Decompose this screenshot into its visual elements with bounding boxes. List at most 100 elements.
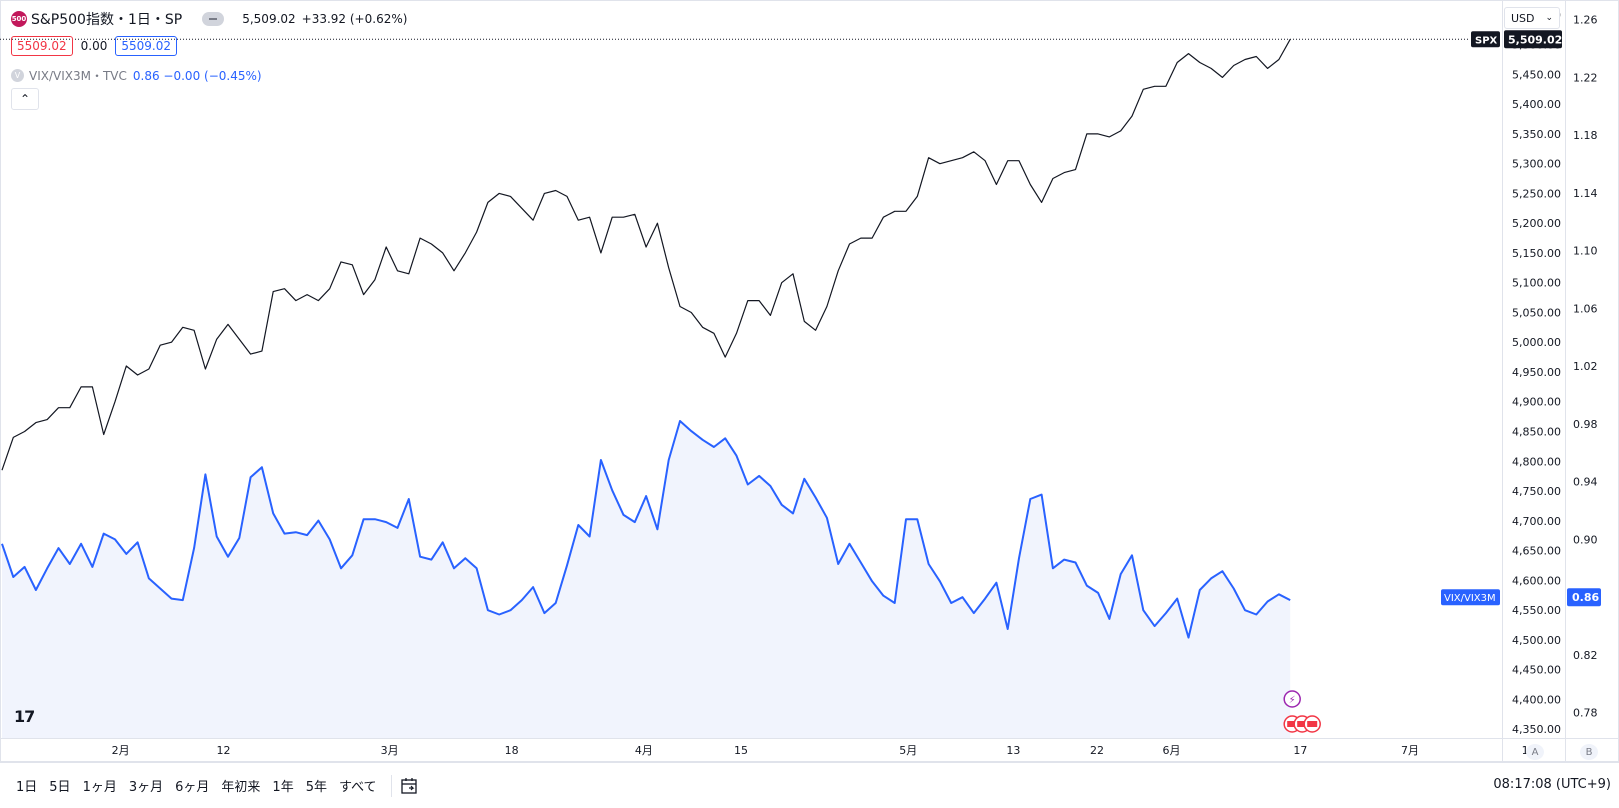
- price-tick-label: 4,800.00: [1512, 455, 1561, 468]
- ratio-tick-label: 0.98: [1573, 418, 1598, 431]
- price-tick-label: 5,200.00: [1512, 217, 1561, 230]
- ratio-tick-label: 1.18: [1573, 129, 1598, 142]
- price-tick-label: 5,150.00: [1512, 247, 1561, 260]
- range-5d[interactable]: 5日: [49, 780, 71, 795]
- spx-tag-label: SPX: [1475, 35, 1498, 46]
- toolbar-divider: [390, 774, 392, 797]
- price-tick-label: 5,300.00: [1512, 158, 1561, 171]
- spx-line: [1, 39, 1291, 471]
- price-tick-label: 4,600.00: [1512, 574, 1561, 587]
- symbol-title[interactable]: S&P500指数・1日・SP: [31, 12, 183, 28]
- auto-scale-button[interactable]: A: [1526, 744, 1544, 760]
- time-tick-label: 3月: [381, 744, 399, 757]
- us-flag-stripe: [1307, 721, 1318, 727]
- range-1m[interactable]: 1ヶ月: [82, 780, 117, 795]
- time-tick-label: 17: [1293, 744, 1307, 757]
- us-flag-stripe: [1297, 721, 1308, 727]
- bid-price[interactable]: 5509.02: [11, 36, 73, 56]
- range-1y[interactable]: 1年: [272, 780, 294, 795]
- range-1d[interactable]: 1日: [16, 780, 38, 795]
- price-tick-label: 4,550.00: [1512, 604, 1561, 617]
- currency-label: USD: [1511, 11, 1535, 25]
- vix-value: 0.86 −0.00 (−0.45%): [132, 68, 262, 83]
- price-tick-label: 4,500.00: [1512, 634, 1561, 647]
- ratio-tick-label: 1.22: [1573, 71, 1598, 84]
- last-price: 5,509.02: [242, 12, 296, 26]
- price-tick-label: 5,450.00: [1512, 68, 1561, 81]
- bottom-toolbar: 1日 5日 1ヶ月 3ヶ月 6ヶ月 年初来 1年 5年 すべて 08:17:08…: [0, 762, 1619, 808]
- ask-price[interactable]: 5509.02: [115, 36, 177, 56]
- vix-tag-label: VIX/VIX3M: [1444, 593, 1496, 604]
- spx-price-tag-bg: [1504, 30, 1562, 49]
- series-layer: ⚡: [0, 38, 1470, 738]
- vix-area: [2, 421, 1291, 738]
- time-tick-label: 5月: [899, 744, 917, 757]
- quote-row: 5509.02 0.00 5509.02: [11, 36, 177, 56]
- time-tick-label: 22: [1090, 744, 1104, 757]
- main-legend: 500 S&P500指数・1日・SP 5,509.02 +33.92 (+0.6…: [11, 9, 407, 29]
- vix-value-tag: 0.86: [1572, 591, 1599, 604]
- chevron-up-icon: ⌃: [19, 92, 31, 106]
- ratio-tick-label: 1.02: [1573, 360, 1598, 373]
- price-change: +33.92 (+0.62%): [301, 12, 408, 26]
- price-tick-label: 5,250.00: [1512, 187, 1561, 200]
- goto-date-icon[interactable]: [400, 777, 418, 795]
- price-tick-label: 4,900.00: [1512, 396, 1561, 409]
- us-flag-stripe: [1287, 721, 1298, 727]
- time-tick-label: 18: [505, 744, 519, 757]
- price-tick-label: 4,450.00: [1512, 664, 1561, 677]
- chart-canvas[interactable]: ⚡ 5,550.005,500.005,450.005,400.005,350.…: [0, 0, 1619, 762]
- spread-value: 0.00: [80, 39, 108, 53]
- vix-legend: V VIX/VIX3M・TVC 0.86 −0.00 (−0.45%): [11, 67, 262, 84]
- ratio-tick-label: 1.14: [1573, 187, 1598, 200]
- price-tick-label: 5,400.00: [1512, 98, 1561, 111]
- price-tick-label: 4,700.00: [1512, 515, 1561, 528]
- lightning-event-icon: [1283, 690, 1301, 708]
- axis-layer: 5,550.005,500.005,450.005,400.005,350.00…: [0, 0, 1619, 762]
- price-tick-label: 4,750.00: [1512, 485, 1561, 498]
- price-tick-label: 4,400.00: [1512, 693, 1561, 706]
- time-tick-label: 12: [216, 744, 230, 757]
- time-tick-label: 13: [1006, 744, 1020, 757]
- vix-symbol-icon: V: [11, 69, 24, 82]
- chevron-down-icon: ⌄: [1545, 13, 1553, 23]
- price-tick-label: 4,350.00: [1512, 723, 1561, 736]
- vix-tag-bg: [1441, 589, 1500, 606]
- range-3m[interactable]: 3ヶ月: [128, 780, 164, 795]
- ratio-tick-label: 0.78: [1573, 707, 1598, 720]
- time-tick-label: 7月: [1401, 744, 1419, 757]
- ratio-tick-label: 1.10: [1573, 245, 1598, 258]
- vix-value-tag-bg: [1567, 588, 1601, 607]
- range-ytd[interactable]: 年初来: [221, 780, 261, 795]
- clock-display[interactable]: 08:17:08 (UTC+9): [1493, 777, 1611, 792]
- log-scale-button[interactable]: B: [1580, 744, 1598, 760]
- vix-title[interactable]: VIX/VIX3M・TVC: [29, 69, 127, 83]
- ratio-tick-label: 1.06: [1573, 302, 1598, 315]
- range-6m[interactable]: 6ヶ月: [175, 780, 210, 795]
- lightning-glyph: ⚡: [1289, 695, 1296, 706]
- time-tick-label: 6月: [1163, 744, 1181, 757]
- range-5y[interactable]: 5年: [305, 780, 327, 795]
- currency-select[interactable]: USD ⌄: [1504, 7, 1560, 29]
- range-all[interactable]: すべて: [338, 780, 377, 795]
- time-tick-label: 4月: [635, 744, 653, 757]
- hide-toggle-icon[interactable]: [202, 12, 225, 26]
- price-tick-label: 5,100.00: [1512, 277, 1561, 290]
- price-tick-label: 4,950.00: [1512, 366, 1561, 379]
- tradingview-logo-icon[interactable]: 17: [14, 707, 35, 726]
- spx-price-tag: 5,509.02: [1508, 33, 1562, 46]
- symbol-badge[interactable]: 500: [11, 11, 27, 27]
- time-tick-label: 2月: [112, 744, 130, 757]
- vix-line: [1, 420, 1291, 639]
- price-tick-label: 5,350.00: [1512, 128, 1561, 141]
- ratio-tick-label: 0.94: [1573, 476, 1598, 489]
- price-tick-label: 5,050.00: [1512, 306, 1561, 319]
- ratio-tick-label: 0.82: [1573, 649, 1598, 662]
- price-tick-label: 4,650.00: [1512, 545, 1561, 558]
- ratio-tick-label: 0.90: [1573, 533, 1598, 546]
- price-tick-label: 5,000.00: [1512, 336, 1561, 349]
- collapse-legend-button[interactable]: ⌃: [11, 88, 39, 110]
- spx-tag-bg: [1471, 31, 1500, 48]
- price-tick-label: 4,850.00: [1512, 425, 1561, 438]
- ratio-tick-label: 1.26: [1573, 13, 1598, 26]
